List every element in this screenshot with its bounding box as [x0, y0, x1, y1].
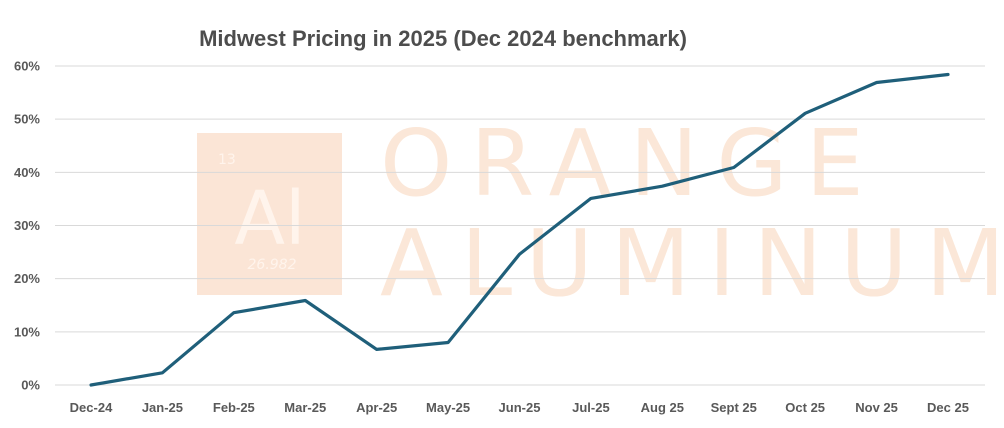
x-tick-label: Nov 25	[855, 400, 898, 415]
element-symbol: Al	[234, 176, 305, 262]
x-tick-label: Dec 25	[927, 400, 969, 415]
y-tick-label: 30%	[14, 218, 40, 233]
x-tick-label: Jun-25	[499, 400, 541, 415]
chart-title: Midwest Pricing in 2025 (Dec 2024 benchm…	[199, 26, 687, 51]
x-tick-label: Oct 25	[785, 400, 825, 415]
brand-line-1: ORANGE	[380, 110, 882, 217]
element-number: 13	[218, 152, 236, 168]
watermark-logo: 13 Al 26.982 ORANGE ALUMINUM	[197, 110, 1004, 317]
x-tick-label: Sept 25	[711, 400, 757, 415]
x-tick-label: Aug 25	[641, 400, 684, 415]
y-tick-label: 0%	[21, 378, 40, 393]
x-tick-label: Jan-25	[142, 400, 183, 415]
y-tick-label: 40%	[14, 165, 40, 180]
x-tick-label: Mar-25	[284, 400, 326, 415]
y-tick-label: 50%	[14, 112, 40, 127]
y-axis: 0% 10% 20% 30% 40% 50% 60%	[14, 59, 40, 393]
atomic-mass: 26.982	[248, 257, 297, 273]
x-tick-label: Dec-24	[70, 400, 113, 415]
y-tick-label: 20%	[14, 271, 40, 286]
x-tick-label: Feb-25	[213, 400, 255, 415]
x-tick-label: May-25	[426, 400, 470, 415]
x-tick-label: Jul-25	[572, 400, 610, 415]
y-tick-label: 10%	[14, 324, 40, 339]
series-layer	[89, 72, 950, 387]
y-tick-label: 60%	[14, 59, 40, 74]
brand-line-2: ALUMINUM	[380, 210, 1004, 317]
x-tick-label: Apr-25	[356, 400, 397, 415]
element-tile	[197, 133, 342, 295]
series-line	[89, 72, 950, 387]
x-axis: Dec-24 Jan-25 Feb-25 Mar-25 Apr-25 May-25 Jun-…	[70, 400, 969, 415]
